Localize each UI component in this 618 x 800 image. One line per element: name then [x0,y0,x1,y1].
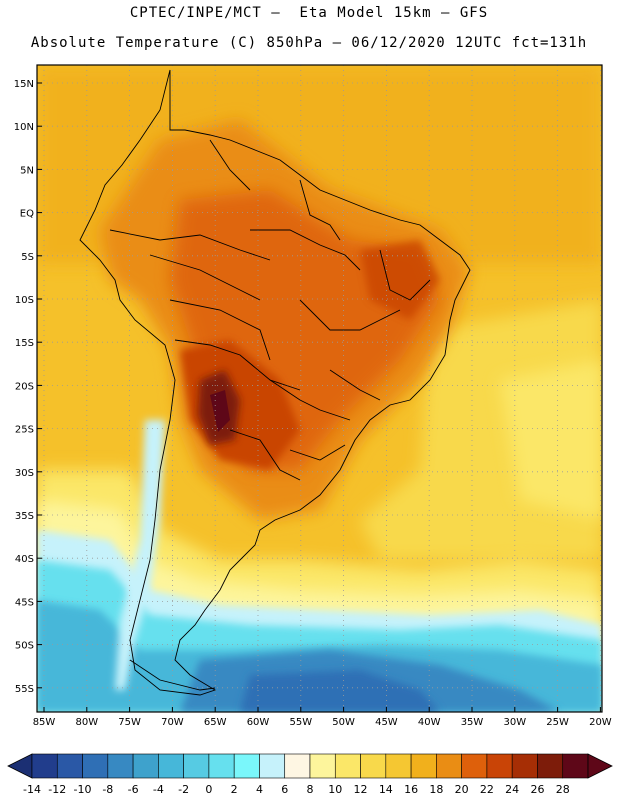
colorbar-label: 24 [505,783,519,796]
temperature-field [37,65,602,712]
colorbar-label: 10 [328,783,342,796]
colorbar-label: 4 [256,783,263,796]
colorbar-swatch [208,753,235,779]
lat-label: 35S [15,511,34,522]
latitude-axis: 15N 10N 5N EQ 5S 10S 15S 20S 25S 30S 35S 40S 45S 50S 5… [14,79,42,695]
lon-label: 55W [289,717,312,728]
colorbar-swatch [259,753,286,779]
colorbar-swatch [436,753,462,779]
colorbar-label: 0 [205,783,212,796]
lat-label: 50S [15,641,34,652]
colorbar-label: -4 [153,783,164,796]
colorbar-swatch [132,753,159,779]
lat-label: 5N [20,165,34,176]
colorbar-swatch [309,753,336,779]
colorbar-swatch [537,753,564,779]
colorbar-swatch [410,753,437,779]
colorbar-label: 16 [404,783,418,796]
colorbar-label: 14 [379,783,393,796]
lon-label: 75W [118,717,141,728]
colorbar-swatch [360,753,387,779]
lon-label: 65W [204,717,227,728]
lat-label: 25S [15,425,34,436]
colorbar-swatch [158,753,184,779]
title-line-2: Absolute Temperature (C) 850hPa – 06/12/… [30,35,588,51]
colorbar-label: 22 [480,783,494,796]
colorbar-swatch [56,753,83,779]
longitude-axis: 85W 80W 75W 70W 65W 60W 55W 50W 45W 40W 35W 30W 25W 2… [33,707,612,728]
lat-label: 55S [15,684,34,695]
lat-label: 45S [15,597,34,608]
lat-label: 30S [15,468,34,479]
colorbar-swatch [82,753,109,779]
colorbar-label: 6 [281,783,288,796]
coastline [79,69,471,696]
colorbar-swatch [107,753,134,779]
colorbar-label: -12 [48,783,66,796]
colorbar-swatch [486,753,513,779]
colorbar-label: 28 [556,783,570,796]
colorbar-label: -6 [128,783,139,796]
colorbar-swatch [461,753,488,779]
colorbar-arrow-right [587,753,613,779]
colorbar-label: 26 [530,783,544,796]
colorbar-swatch [385,753,412,779]
lat-label: 40S [15,554,34,565]
colorbar-label: 8 [307,783,314,796]
colorbar-arrow-left [7,753,33,779]
colorbar-label: 2 [231,783,238,796]
colorbar-label: -14 [23,783,41,796]
lon-label: 70W [161,717,184,728]
lat-label: 10S [15,295,34,306]
colorbar-swatch [284,753,311,779]
lat-label: 20S [15,381,34,392]
colorbar-label: -2 [178,783,189,796]
lon-label: 50W [332,717,355,728]
lat-label: 15N [14,79,34,90]
lon-label: 85W [33,717,56,728]
colorbar-swatch [511,753,538,779]
lon-label: 30W [503,717,526,728]
colorbar-label: -10 [74,783,92,796]
colorbar: -14 -12 -10 -8 -6 -4 -2 0 2 4 6 8 10 12 14 16 18 20 22 24 26… [7,753,613,796]
colorbar-label: 18 [429,783,443,796]
colorbar-label: 12 [354,783,368,796]
lon-label: 45W [375,717,398,728]
lat-label: EQ [20,209,34,220]
lat-label: 15S [15,338,34,349]
lon-label: 35W [461,717,484,728]
title-line-1: CPTEC/INPE/MCT – Eta Model 15km – GFS [129,5,489,21]
lon-label: 25W [546,717,569,728]
colorbar-swatch [31,753,58,779]
colorbar-swatch [183,753,210,779]
colorbar-label: -8 [102,783,113,796]
lat-lon-grid [37,65,602,712]
lon-label: 60W [247,717,270,728]
colorbar-swatch [562,753,589,779]
lat-label: 5S [21,252,34,263]
lon-label: 20W [589,717,612,728]
colorbar-swatch [233,753,260,779]
map-frame [36,64,603,713]
lat-label: 10N [14,122,34,133]
lon-label: 80W [75,717,98,728]
colorbar-label: 20 [455,783,469,796]
colorbar-swatch [334,753,361,779]
lon-label: 40W [418,717,441,728]
